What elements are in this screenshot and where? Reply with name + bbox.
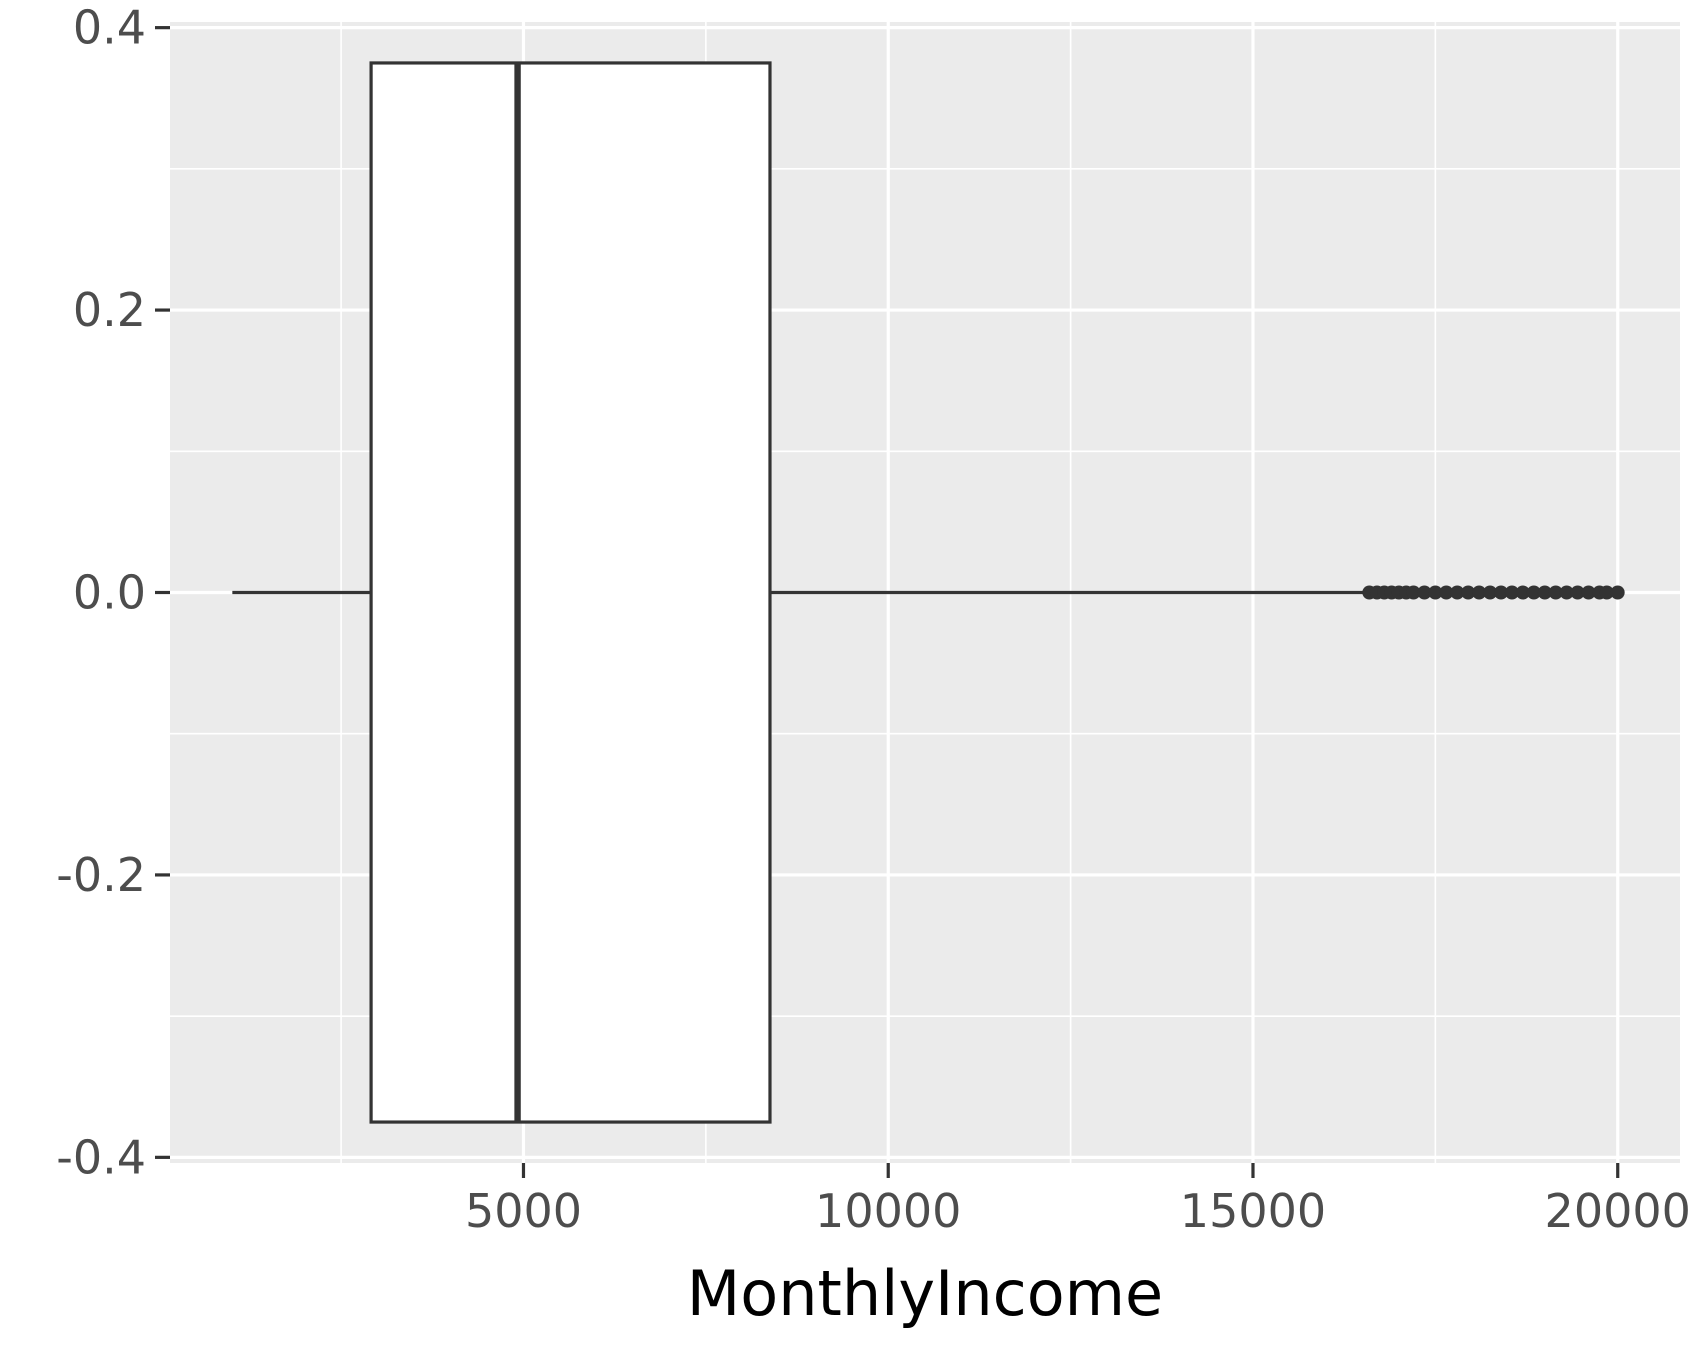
x-axis: 5000 10000 15000 20000 bbox=[465, 1163, 1691, 1238]
outlier-point bbox=[1570, 585, 1585, 600]
outlier-point bbox=[1483, 585, 1498, 600]
y-tick-label: 0.4 bbox=[73, 1, 146, 55]
outlier-point bbox=[1461, 585, 1476, 600]
y-tick-label: 0.0 bbox=[73, 566, 146, 620]
outlier-point bbox=[1526, 585, 1541, 600]
x-tick-label: 20000 bbox=[1545, 1184, 1691, 1238]
boxplot bbox=[232, 61, 1370, 1124]
outlier-point bbox=[1548, 585, 1563, 600]
x-axis-title: MonthlyIncome bbox=[687, 1257, 1163, 1330]
outlier-point bbox=[1559, 585, 1574, 600]
y-axis: -0.4 -0.2 0.0 0.2 0.4 bbox=[56, 1, 170, 1184]
outlier-point bbox=[1537, 585, 1552, 600]
outlier-point bbox=[1494, 585, 1509, 600]
outlier-point bbox=[1450, 585, 1465, 600]
outlier-point bbox=[1428, 585, 1443, 600]
outlier-point bbox=[1417, 585, 1432, 600]
x-tick-label: 10000 bbox=[815, 1184, 961, 1238]
x-tick-label: 5000 bbox=[465, 1184, 582, 1238]
outlier-point bbox=[1599, 585, 1614, 600]
x-tick-label: 15000 bbox=[1180, 1184, 1326, 1238]
outlier-point bbox=[1439, 585, 1454, 600]
y-tick-label: -0.4 bbox=[56, 1130, 146, 1184]
outlier-point bbox=[1504, 585, 1519, 600]
y-tick-label: 0.2 bbox=[73, 283, 146, 337]
outlier-points bbox=[1362, 585, 1625, 600]
outlier-point bbox=[1515, 585, 1530, 600]
outlier-point bbox=[1581, 585, 1596, 600]
y-tick-label: -0.2 bbox=[56, 848, 146, 902]
outlier-point bbox=[1406, 585, 1421, 600]
outlier-point bbox=[1472, 585, 1487, 600]
interquartile-box bbox=[369, 61, 772, 1124]
outlier-point bbox=[1610, 585, 1625, 600]
